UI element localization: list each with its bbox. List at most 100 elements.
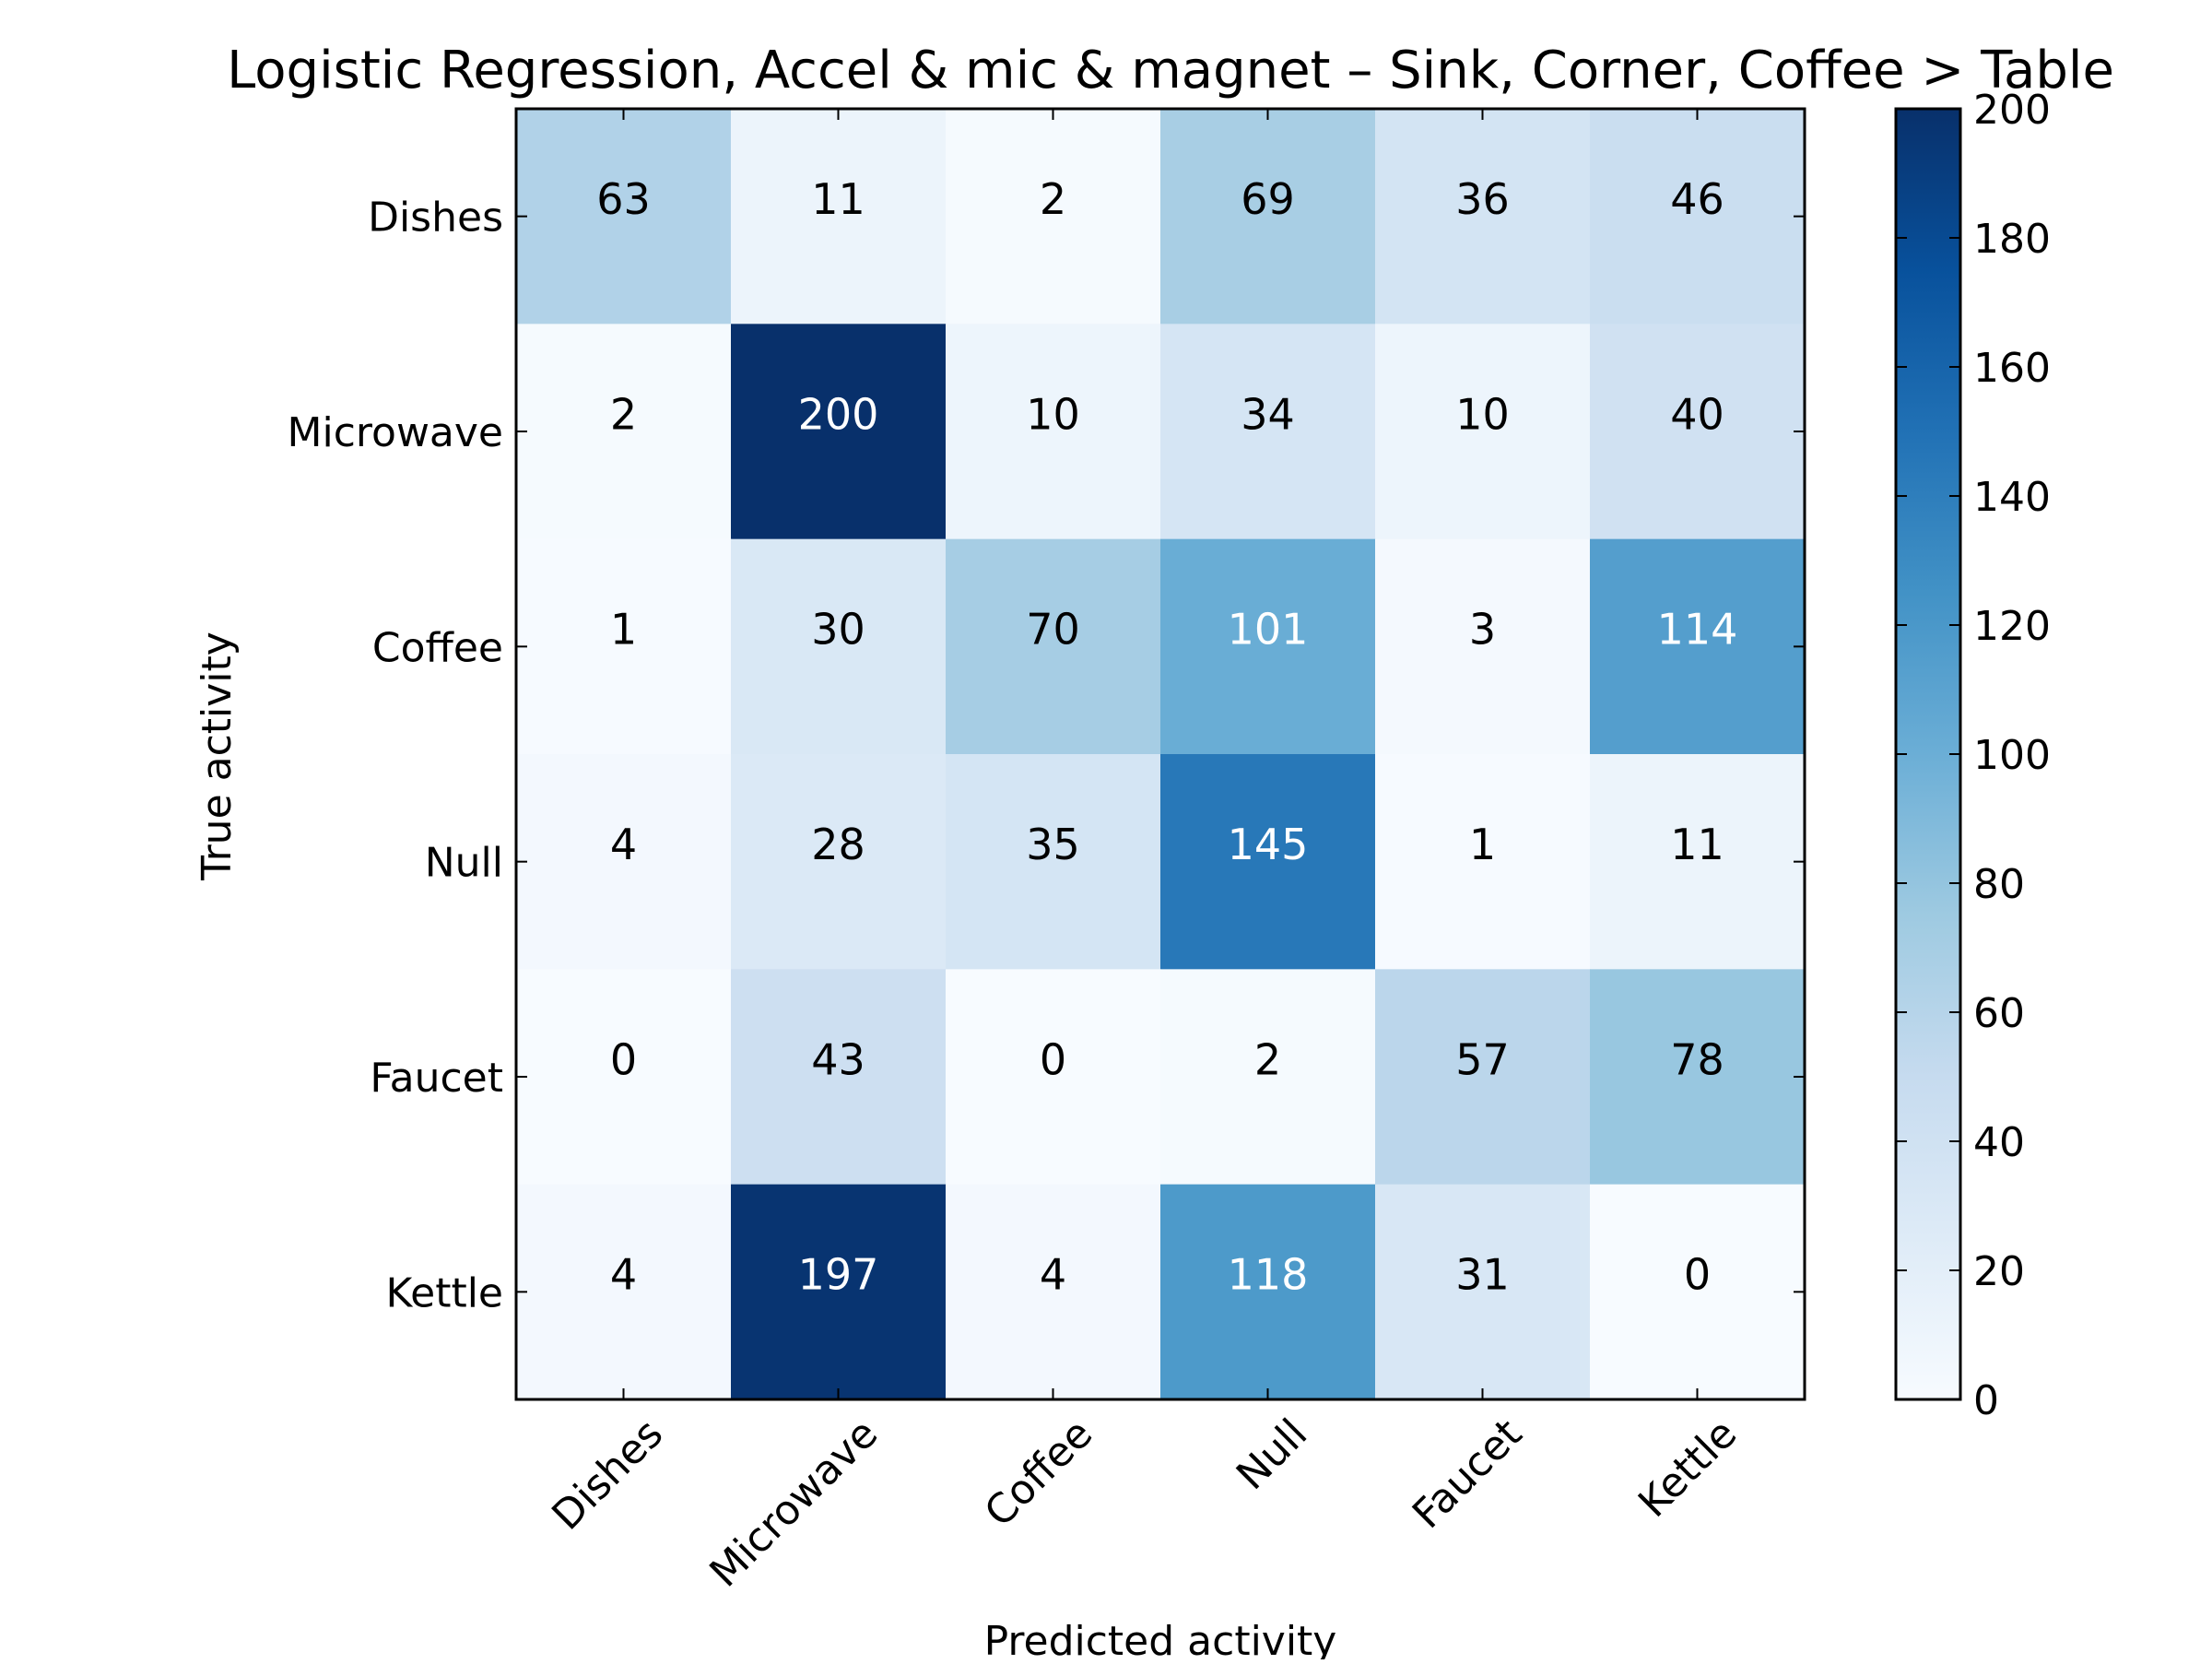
cell-value-label: 145 [1228,820,1309,869]
colorbar-tick-label: 0 [1973,1377,1999,1424]
cell-value-label: 2 [1040,174,1066,224]
heatmap-cell [946,324,1161,540]
colorbar: 0 20 40 60 80 100 120 140 160 180 200 [1894,87,2051,1424]
heatmap-cell [1160,754,1376,970]
cell-value-label: 4 [610,1250,637,1300]
heatmap-cell [1590,538,1806,755]
cell-value-label: 43 [811,1034,865,1084]
y-tick-label: Kettle [385,1269,503,1316]
y-tick-label: Null [425,840,503,887]
colorbar-tick-label: 80 [1973,861,2025,908]
cell-value-label: 118 [1228,1250,1309,1300]
cell-value-label: 101 [1228,605,1309,655]
x-axis-label: Predicted activity [984,1618,1337,1659]
x-tick-label: Dishes [543,1410,672,1540]
heatmap-cell [1590,109,1806,325]
cell-value-label: 197 [798,1250,879,1300]
y-tick-label: Faucet [370,1055,503,1102]
colorbar-tick-label: 60 [1973,990,2025,1037]
cell-value-label: 40 [1670,389,1724,439]
cell-value-label: 57 [1455,1034,1510,1084]
heatmap-cell [1590,324,1806,540]
heatmap-cell [516,969,732,1186]
colorbar-tick-label: 140 [1973,474,2051,521]
cell-value-label: 3 [1469,605,1496,655]
heatmap-cell [1590,969,1806,1186]
cell-value-label: 46 [1670,174,1724,224]
x-tick-label: Coffee [976,1410,1102,1537]
heatmap-cell [516,1184,732,1400]
heatmap-cell [516,324,732,540]
heatmap-cell [946,109,1161,325]
y-axis-label: True activity [194,631,241,881]
y-tick-label: Dishes [368,195,503,242]
heatmap-cell [1590,754,1806,970]
cell-value-label: 0 [610,1034,637,1084]
cell-value-label: 2 [1254,1034,1281,1084]
cell-value-label: 0 [1040,1034,1066,1084]
x-tick-label: Kettle [1630,1410,1746,1527]
cell-value-label: 200 [798,389,879,439]
cell-value-label: 35 [1026,820,1080,869]
heatmap-cell [1160,969,1376,1186]
heatmap-cell [1375,1184,1591,1400]
heatmap-cell [946,754,1161,970]
heatmap-cell [1375,109,1591,325]
colorbar-tick-label: 20 [1973,1248,2025,1295]
cell-value-label: 36 [1455,174,1510,224]
heatmap-cells [516,109,1806,1400]
heatmap-cell [731,754,947,970]
chart-title: Logistic Regression, Accel & mic & magne… [227,41,2114,100]
heatmap-cell [516,109,732,325]
heatmap-cell [1375,324,1591,540]
cell-value-label: 78 [1670,1034,1724,1084]
plot-frame [514,107,1806,1401]
heatmap-cell [731,969,947,1186]
heatmap-cell [1375,754,1591,970]
cell-value-label: 4 [610,820,637,869]
cell-value-label: 1 [610,605,637,655]
cell-value-label: 10 [1026,389,1080,439]
cell-value-label: 11 [811,174,865,224]
heatmap-cell [731,109,947,325]
heatmap-cell [516,538,732,755]
cell-value-label: 11 [1670,820,1724,869]
plot-axes [514,107,1806,1401]
heatmap-cell [1590,1184,1806,1400]
colorbar-tick-label: 100 [1973,732,2051,779]
heatmap-cell [731,538,947,755]
colorbar-tick-label: 180 [1973,216,2051,263]
x-tick-label: Microwave [700,1410,887,1597]
x-tick-label: Null [1228,1410,1316,1499]
cell-value-label: 2 [610,389,637,439]
heatmap-cell [1160,1184,1376,1400]
heatmap-cell [731,1184,947,1400]
y-tick-label: Coffee [372,624,503,671]
heatmap-cell [1375,969,1591,1186]
heatmap-cell [946,969,1161,1186]
heatmap-cell [1160,324,1376,540]
colorbar-tick-label: 160 [1973,345,2051,392]
y-tick-label: Microwave [288,409,503,456]
cell-value-label: 1 [1469,820,1496,869]
heatmap-cell [516,754,732,970]
heatmap-cell [1160,538,1376,755]
heatmap-cell [731,324,947,540]
heatmap-cell [1375,538,1591,755]
cell-value-label: 28 [811,820,865,869]
colorbar-tick-label: 120 [1973,603,2051,650]
colorbar-tick-label: 40 [1973,1119,2025,1166]
cell-value-label: 0 [1684,1250,1711,1300]
cell-value-label: 10 [1455,389,1510,439]
x-tick-label: Faucet [1404,1410,1531,1538]
heatmap-cell [946,1184,1161,1400]
heatmap-cell [946,538,1161,755]
cell-value-label: 31 [1455,1250,1510,1300]
cell-value-label: 30 [811,605,865,655]
cell-value-label: 63 [596,174,651,224]
colorbar-tick-label: 200 [1973,87,2051,134]
cell-value-label: 4 [1040,1250,1066,1300]
heatmap-cell [1160,109,1376,325]
